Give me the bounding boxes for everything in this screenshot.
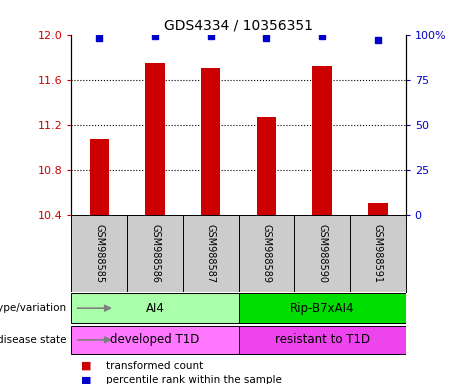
Bar [71, 293, 239, 323]
Bar [238, 293, 406, 323]
Text: percentile rank within the sample: percentile rank within the sample [106, 375, 282, 384]
Text: GSM988589: GSM988589 [261, 224, 272, 283]
Text: ■: ■ [81, 375, 91, 384]
Bar [368, 203, 388, 215]
Text: disease state: disease state [0, 335, 67, 345]
Bar [71, 326, 239, 354]
Text: genotype/variation: genotype/variation [0, 303, 67, 313]
Text: AI4: AI4 [146, 302, 165, 314]
Bar [89, 139, 109, 215]
Text: Rip-B7xAI4: Rip-B7xAI4 [290, 302, 355, 314]
Bar [238, 326, 406, 354]
Text: GSM988590: GSM988590 [317, 224, 327, 283]
Bar [257, 117, 276, 215]
Text: GSM988586: GSM988586 [150, 224, 160, 283]
Text: ■: ■ [81, 361, 91, 371]
Bar [201, 68, 220, 215]
Title: GDS4334 / 10356351: GDS4334 / 10356351 [164, 18, 313, 32]
Text: GSM988585: GSM988585 [95, 224, 104, 283]
Bar [313, 66, 332, 215]
Bar [145, 63, 165, 215]
Text: GSM988591: GSM988591 [373, 224, 383, 283]
Text: developed T1D: developed T1D [110, 333, 200, 346]
Text: GSM988587: GSM988587 [206, 224, 216, 283]
Text: resistant to T1D: resistant to T1D [275, 333, 370, 346]
Text: transformed count: transformed count [106, 361, 203, 371]
